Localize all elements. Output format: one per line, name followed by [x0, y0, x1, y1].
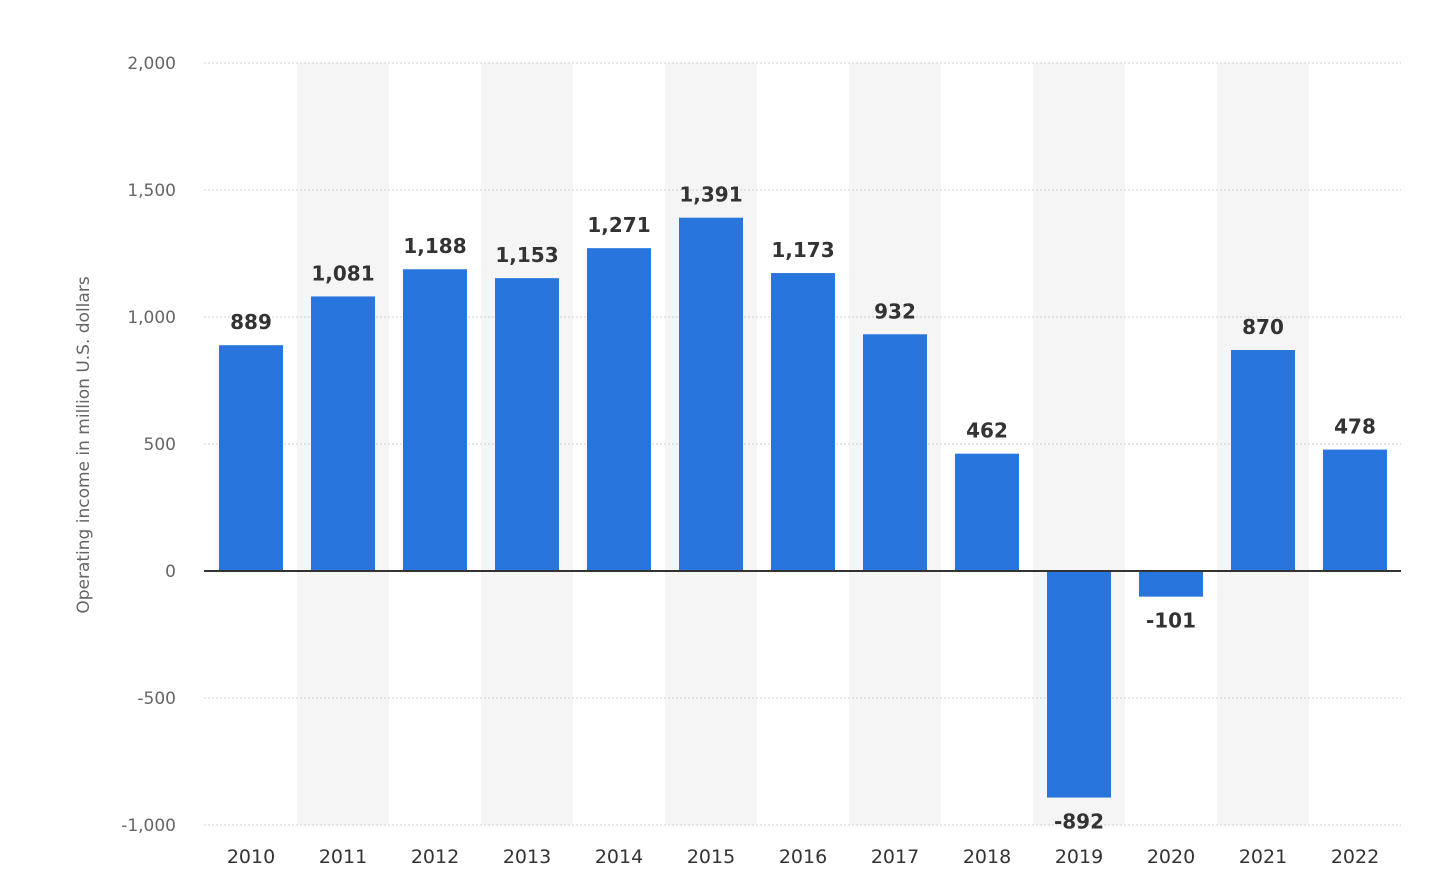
x-tick-label: 2014 [595, 846, 643, 868]
x-tick-label: 2016 [779, 846, 827, 868]
y-axis-ticks: -1,000 -500 0 500 1,000 1,500 2,000 [121, 54, 176, 836]
data-label-2018: 462 [966, 419, 1008, 443]
data-label-2020: -101 [1146, 609, 1196, 633]
x-tick-label: 2012 [411, 846, 459, 868]
x-tick-label: 2021 [1239, 846, 1287, 868]
bar-2020 [1139, 571, 1203, 597]
bar-2011 [311, 296, 375, 571]
x-tick-label: 2011 [319, 846, 367, 868]
bar-2014 [587, 248, 651, 571]
bar-2010 [219, 345, 283, 571]
data-label-2019: -892 [1054, 810, 1104, 834]
data-label-2012: 1,188 [403, 234, 466, 258]
data-label-2016: 1,173 [771, 238, 834, 262]
y-tick-label: 2,000 [127, 54, 176, 74]
data-label-2022: 478 [1334, 415, 1376, 439]
gridlines [204, 62, 1401, 826]
bar-2019 [1047, 571, 1111, 798]
bar-2022 [1323, 449, 1387, 571]
x-tick-label: 2015 [687, 846, 735, 868]
x-tick-label: 2018 [963, 846, 1011, 868]
data-label-2011: 1,081 [311, 261, 374, 285]
data-labels: 889 1,081 1,188 1,153 1,271 1,391 1,173 932 462 -… [230, 183, 1376, 834]
bar-2015 [679, 217, 743, 571]
data-label-2013: 1,153 [495, 243, 558, 267]
x-axis-ticks: 2010 2011 2012 2013 2014 2015 2016 2017 2018 2019… [227, 846, 1379, 868]
data-label-2014: 1,271 [587, 213, 650, 237]
x-tick-label: 2022 [1331, 846, 1379, 868]
bar-2016 [771, 273, 835, 571]
data-label-2015: 1,391 [679, 183, 742, 207]
bar-2018 [955, 453, 1019, 571]
y-tick-label: 500 [144, 435, 176, 455]
x-tick-label: 2020 [1147, 846, 1195, 868]
y-tick-label: 0 [165, 562, 176, 582]
y-axis-title: Operating income in million U.S. dollars [74, 276, 94, 613]
x-tick-label: 2017 [871, 846, 919, 868]
y-tick-label: -500 [137, 689, 176, 709]
y-tick-label: 1,500 [127, 181, 176, 201]
y-tick-label: 1,000 [127, 308, 176, 328]
x-tick-label: 2019 [1055, 846, 1103, 868]
data-label-2010: 889 [230, 310, 272, 334]
x-tick-label: 2010 [227, 846, 275, 868]
bar-2013 [495, 278, 559, 571]
bar-2017 [863, 334, 927, 571]
bar-2012 [403, 269, 467, 571]
data-label-2021: 870 [1242, 315, 1284, 339]
bars [219, 217, 1387, 798]
bar-2021 [1231, 350, 1295, 571]
y-tick-label: -1,000 [121, 816, 176, 836]
x-tick-label: 2013 [503, 846, 551, 868]
data-label-2017: 932 [874, 299, 916, 323]
